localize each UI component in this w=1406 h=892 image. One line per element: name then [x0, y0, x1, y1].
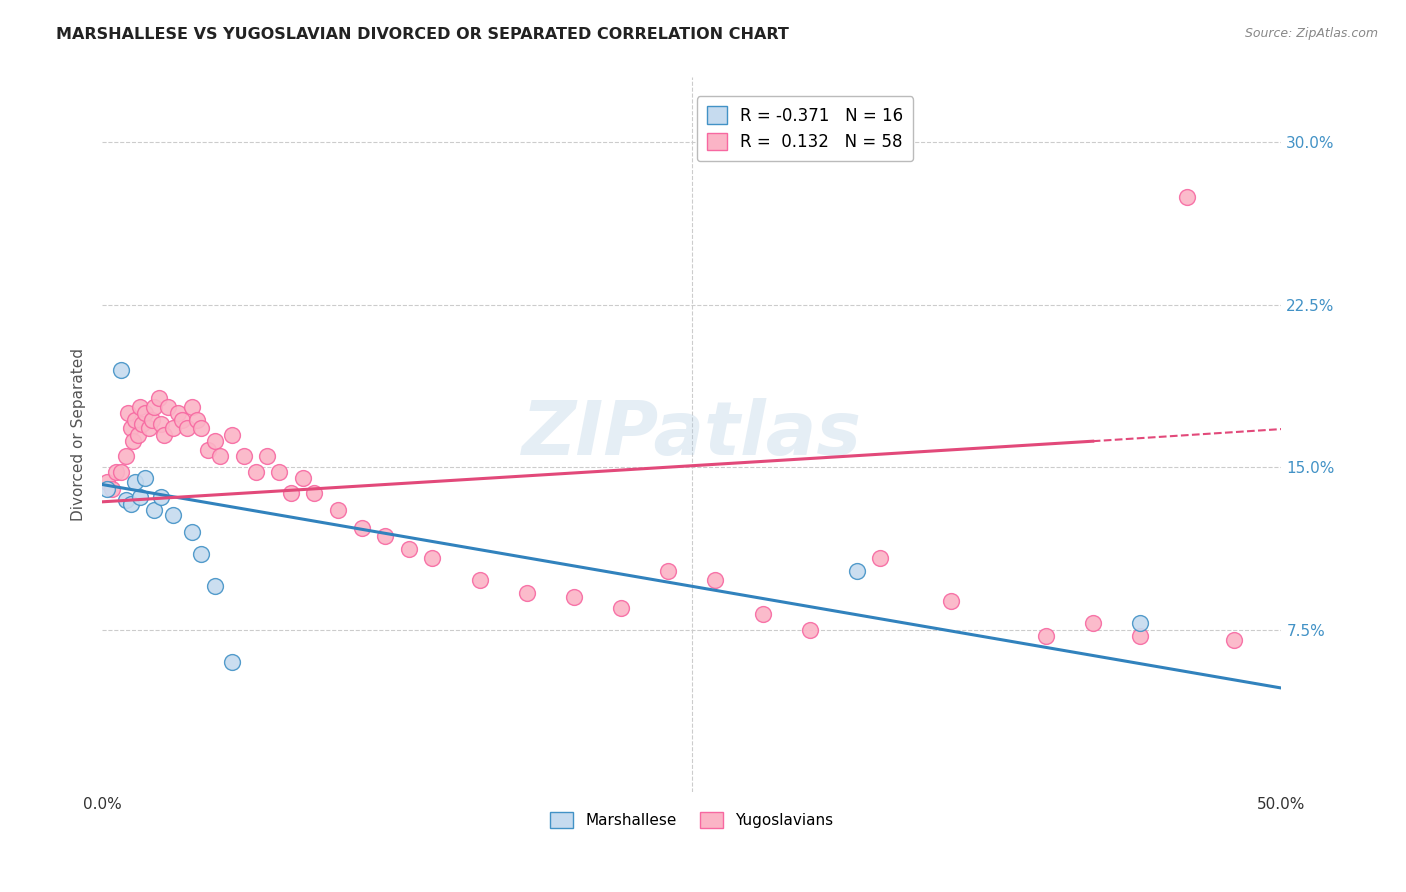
Point	[610, 601, 633, 615]
Point	[172, 412, 194, 426]
Point	[134, 406, 156, 420]
Point	[304, 486, 326, 500]
Legend: Marshallese, Yugoslavians: Marshallese, Yugoslavians	[544, 806, 839, 834]
Point	[1129, 629, 1152, 643]
Point	[657, 564, 679, 578]
Point	[150, 417, 173, 431]
Point	[1223, 633, 1246, 648]
Point	[114, 492, 136, 507]
Point	[468, 573, 491, 587]
Point	[150, 491, 173, 505]
Point	[845, 564, 868, 578]
Point	[326, 503, 349, 517]
Point	[751, 607, 773, 622]
Point	[1175, 189, 1198, 203]
Point	[96, 482, 118, 496]
Point	[1035, 629, 1057, 643]
Point	[1081, 616, 1104, 631]
Point	[138, 421, 160, 435]
Y-axis label: Divorced or Separated: Divorced or Separated	[72, 348, 86, 521]
Point	[157, 400, 180, 414]
Point	[114, 450, 136, 464]
Point	[516, 586, 538, 600]
Point	[190, 547, 212, 561]
Point	[197, 442, 219, 457]
Point	[186, 412, 208, 426]
Point	[209, 450, 232, 464]
Point	[131, 417, 153, 431]
Point	[134, 471, 156, 485]
Point	[1129, 616, 1152, 631]
Point	[869, 551, 891, 566]
Point	[148, 391, 170, 405]
Point	[124, 475, 146, 490]
Point	[143, 503, 166, 517]
Point	[127, 427, 149, 442]
Point	[100, 482, 122, 496]
Point	[122, 434, 145, 449]
Point	[204, 434, 226, 449]
Point	[117, 406, 139, 420]
Point	[232, 450, 254, 464]
Text: MARSHALLESE VS YUGOSLAVIAN DIVORCED OR SEPARATED CORRELATION CHART: MARSHALLESE VS YUGOSLAVIAN DIVORCED OR S…	[56, 27, 789, 42]
Point	[152, 427, 174, 442]
Text: ZIPatlas: ZIPatlas	[522, 398, 862, 471]
Point	[350, 521, 373, 535]
Point	[422, 551, 444, 566]
Point	[141, 412, 163, 426]
Point	[176, 421, 198, 435]
Point	[280, 486, 302, 500]
Point	[256, 450, 278, 464]
Point	[124, 412, 146, 426]
Point	[129, 400, 152, 414]
Point	[398, 542, 420, 557]
Point	[562, 590, 585, 604]
Point	[129, 491, 152, 505]
Point	[110, 363, 132, 377]
Point	[190, 421, 212, 435]
Point	[204, 579, 226, 593]
Point	[291, 471, 314, 485]
Point	[162, 421, 184, 435]
Text: Source: ZipAtlas.com: Source: ZipAtlas.com	[1244, 27, 1378, 40]
Point	[96, 475, 118, 490]
Point	[221, 655, 243, 669]
Point	[941, 594, 963, 608]
Point	[110, 465, 132, 479]
Point	[180, 400, 202, 414]
Point	[143, 400, 166, 414]
Point	[166, 406, 188, 420]
Point	[105, 465, 128, 479]
Point	[267, 465, 290, 479]
Point	[374, 529, 396, 543]
Point	[162, 508, 184, 522]
Point	[221, 427, 243, 442]
Point	[799, 623, 821, 637]
Point	[120, 421, 142, 435]
Point	[180, 525, 202, 540]
Point	[245, 465, 267, 479]
Point	[704, 573, 727, 587]
Point	[120, 497, 142, 511]
